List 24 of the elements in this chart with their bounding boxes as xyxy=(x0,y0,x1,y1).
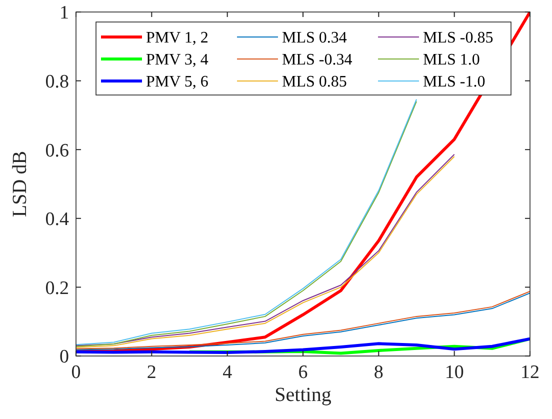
x-axis-title: Setting xyxy=(274,384,332,406)
y-tick-label: 0.4 xyxy=(45,209,70,230)
y-tick-label: 0 xyxy=(60,346,69,368)
x-tick-label: 8 xyxy=(374,362,384,383)
y-tick-label: 1 xyxy=(60,2,69,24)
y-tick-label: 0.6 xyxy=(45,140,69,162)
legend-label: MLS 1.0 xyxy=(423,52,480,69)
legend-label: PMV 1, 2 xyxy=(146,30,208,47)
legend-label: MLS -1.0 xyxy=(423,74,486,91)
legend-label: MLS 0.34 xyxy=(282,30,347,47)
x-tick-label: 2 xyxy=(146,362,156,383)
y-tick-label: 0.8 xyxy=(45,71,69,92)
legend-label: MLS -0.85 xyxy=(423,30,494,47)
legend-label: PMV 5, 6 xyxy=(146,74,208,91)
x-tick-label: 4 xyxy=(222,362,233,383)
legend-label: MLS 0.85 xyxy=(282,74,347,91)
x-tick-label: 10 xyxy=(444,362,464,383)
y-tick-label: 0.2 xyxy=(45,278,69,299)
y-axis-title: LSD dB xyxy=(9,150,31,218)
legend-label: PMV 3, 4 xyxy=(146,52,208,69)
x-tick-label: 12 xyxy=(520,362,540,383)
line-series xyxy=(76,337,530,354)
x-tick-label: 6 xyxy=(298,362,308,383)
legend-label: MLS -0.34 xyxy=(282,52,352,69)
